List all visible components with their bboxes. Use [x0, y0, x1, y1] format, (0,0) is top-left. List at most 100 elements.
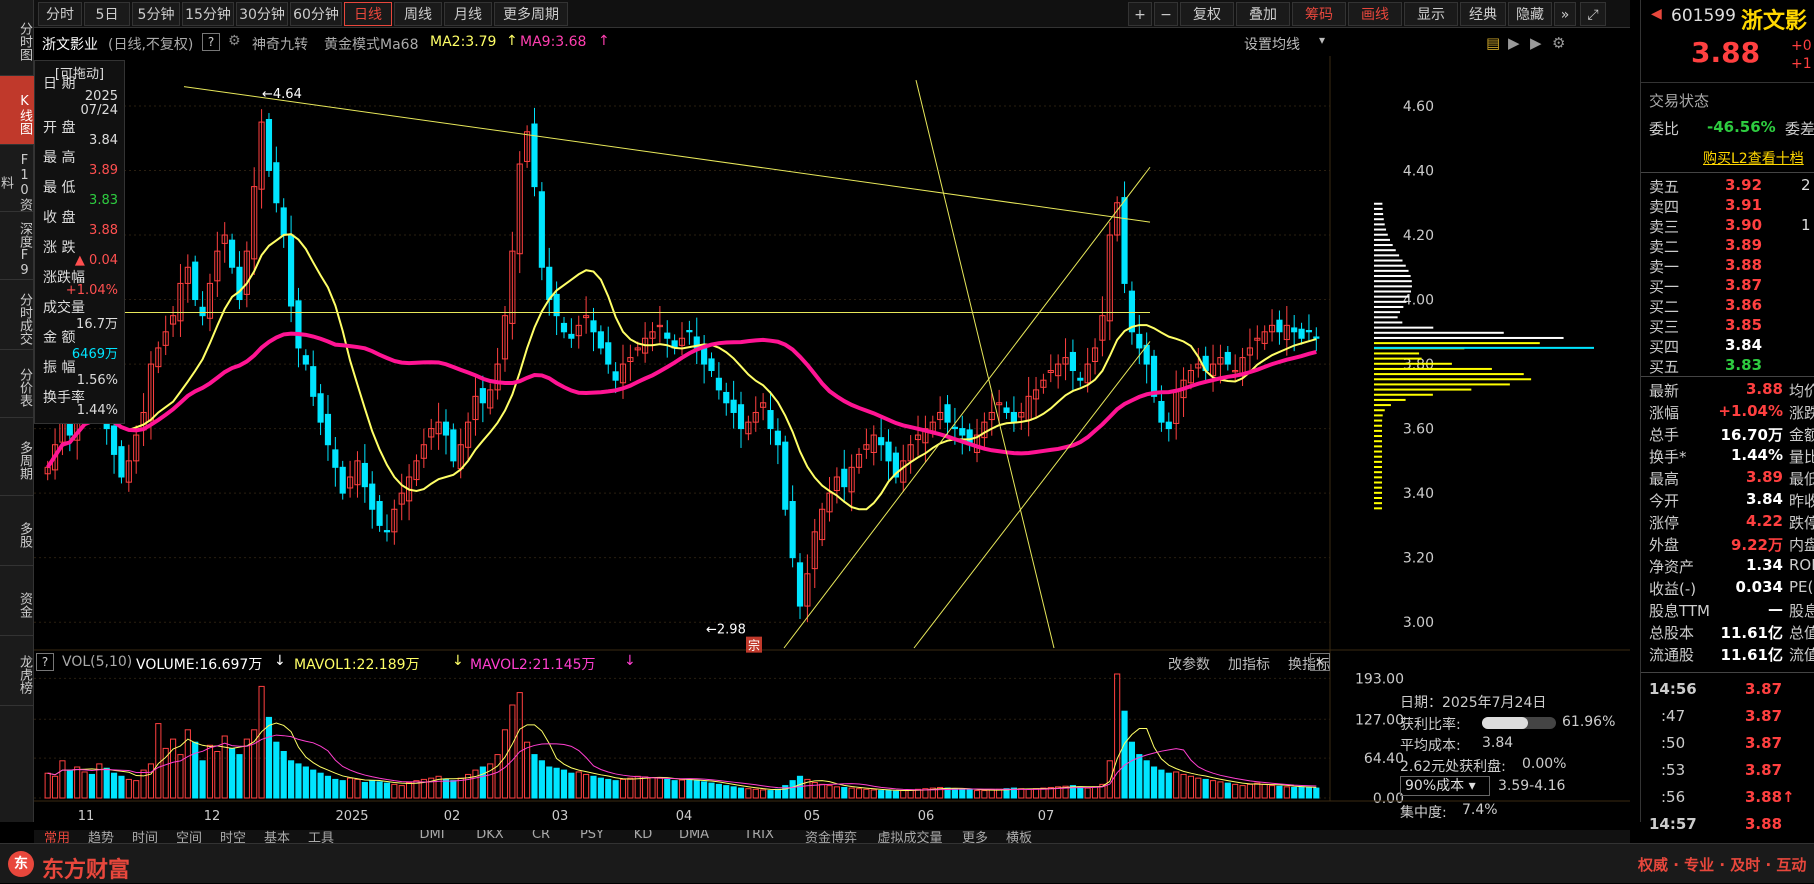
tab-5min[interactable]: 5分钟	[132, 2, 180, 26]
candle-body	[1018, 411, 1025, 418]
overlay-button[interactable]: 叠加	[1236, 2, 1290, 26]
tab-10[interactable]: PSY	[579, 830, 605, 842]
tab-8[interactable]: DKX	[476, 830, 504, 842]
zoom-out-button[interactable]: −	[1154, 2, 1178, 26]
stat-value-10: —	[1768, 600, 1783, 618]
classic-button[interactable]: 经典	[1460, 2, 1506, 26]
draw-button[interactable]: 画线	[1348, 2, 1402, 26]
bars-icon[interactable]: ▤	[1486, 34, 1501, 52]
kline-chart[interactable]: 4.604.404.204.003.803.603.403.203.00193.…	[34, 56, 1630, 826]
stat-label-9: 收益(-)	[1649, 580, 1697, 598]
set-ma-button[interactable]: 设置均线	[1244, 37, 1300, 53]
volume-bar	[553, 767, 560, 799]
settings-icon[interactable]: ⚙	[1552, 34, 1566, 52]
tab-15min[interactable]: 15分钟	[182, 2, 234, 26]
volume-bar	[693, 780, 700, 799]
tab-11[interactable]: KD	[633, 830, 653, 842]
tab-5day[interactable]: 5日	[84, 2, 130, 26]
volume-bar	[516, 692, 523, 799]
support-line-2[interactable]	[913, 341, 1151, 649]
close-icon[interactable]: ✕	[1310, 653, 1330, 671]
l2-link[interactable]: 购买L2查看十档	[1703, 151, 1804, 167]
tab-12[interactable]: DMA	[678, 830, 710, 842]
tab-14[interactable]: 资金博弈	[804, 831, 857, 844]
tab-6[interactable]: 工具	[307, 831, 334, 844]
leftnav-item-8[interactable]: 资金	[0, 566, 34, 636]
chip-bar	[1374, 466, 1382, 469]
sell-vol-0: 2	[1801, 176, 1811, 194]
tab-0[interactable]: 常用	[43, 831, 70, 844]
indicator-nine-turn[interactable]: 神奇九转	[252, 37, 308, 53]
tab-17[interactable]: 横板	[1005, 831, 1032, 844]
tab-weekly[interactable]: 周线	[394, 2, 442, 26]
chip-bar	[1374, 311, 1401, 314]
leftnav-item-9[interactable]: 龙虎榜	[0, 636, 34, 706]
candle-body	[1077, 377, 1084, 381]
tab-more-periods[interactable]: 更多周期	[494, 2, 568, 26]
cost-select[interactable]: 90%成本 ▾	[1400, 776, 1490, 796]
add-indicator-button[interactable]: 加指标	[1228, 657, 1270, 673]
back-icon[interactable]: ◀	[1651, 6, 1662, 22]
tab-intraday[interactable]: 分时	[38, 2, 82, 26]
tab-30min[interactable]: 30分钟	[236, 2, 288, 26]
volume-bar	[1276, 785, 1283, 799]
tab-monthly[interactable]: 月线	[444, 2, 492, 26]
tab-4[interactable]: 时空	[219, 831, 246, 844]
volume-bar	[221, 735, 228, 799]
switch-indicator-button[interactable]: 换指标	[1288, 657, 1330, 673]
adjust-rights-button[interactable]: 复权	[1180, 2, 1234, 26]
chip-button[interactable]: 筹码	[1292, 2, 1346, 26]
trend-line[interactable]	[183, 86, 1151, 223]
more-icon[interactable]: »	[1554, 2, 1576, 26]
support-line-1[interactable]	[783, 166, 1151, 649]
tab-5[interactable]: 基本	[263, 831, 290, 844]
indicator-gold-ma68[interactable]: 黄金模式Ma68	[324, 37, 419, 53]
vol-help-icon[interactable]: ?	[36, 653, 54, 671]
leftnav-item-1[interactable]: K线图	[0, 76, 34, 145]
volume-bar	[1283, 786, 1290, 799]
leftnav-item-3[interactable]: 深度F9	[0, 212, 34, 280]
zoom-in-button[interactable]: +	[1128, 2, 1152, 26]
fall-line[interactable]	[915, 80, 1055, 649]
tab-9[interactable]: CR	[531, 830, 551, 842]
volume-bar	[96, 763, 103, 799]
leftnav-item-4[interactable]: 分时成交	[0, 280, 34, 350]
x-tick: 03	[552, 809, 569, 824]
chip-bar	[1374, 202, 1383, 205]
chip-bar	[1374, 378, 1532, 381]
tab-daily[interactable]: 日线	[344, 2, 392, 26]
dropdown-icon[interactable]: ▾	[1319, 33, 1326, 47]
candle-body	[531, 123, 538, 188]
tab-7[interactable]: DMI	[419, 830, 445, 842]
tab-60min[interactable]: 60分钟	[290, 2, 342, 26]
stat-value-5: 3.84	[1745, 490, 1783, 508]
leftnav-item-5[interactable]: 分价表	[0, 350, 34, 418]
tab-2[interactable]: 时间	[131, 831, 158, 844]
stamp-badge[interactable]	[746, 636, 762, 653]
tab-13[interactable]: TRIX	[744, 830, 774, 842]
change-params-button[interactable]: 改参数	[1168, 657, 1210, 673]
leftnav-item-6[interactable]: 多周期	[0, 418, 34, 496]
tab-1[interactable]: 趋势	[87, 831, 114, 844]
hide-button[interactable]: 隐藏	[1508, 2, 1552, 26]
step-icon[interactable]: ▶	[1530, 34, 1542, 52]
gear-icon[interactable]: ⚙	[228, 33, 241, 49]
help-icon[interactable]: ?	[202, 33, 220, 51]
volume-bar	[103, 767, 110, 799]
expand-icon[interactable]: ⤢	[1580, 2, 1606, 26]
tab-15[interactable]: 虚拟成交量	[877, 831, 943, 844]
leftnav-item-2[interactable]: F10资料	[0, 145, 34, 212]
display-button[interactable]: 显示	[1404, 2, 1458, 26]
profit-value: 61.96%	[1562, 714, 1616, 730]
candle-body	[1276, 319, 1283, 333]
leftnav-item-7[interactable]: 多股	[0, 496, 34, 566]
candle-body	[221, 234, 228, 244]
tab-16[interactable]: 更多	[961, 831, 988, 844]
leftnav-item-0[interactable]: 分时图	[0, 0, 34, 76]
tab-3[interactable]: 空间	[175, 831, 202, 844]
stat-label-4: 最高	[1649, 470, 1680, 488]
sell-price-1: 3.91	[1725, 196, 1763, 214]
info-box[interactable]: [可拖动] 日 期 2025 07/24 开 盘 3.84 最 高 3.89 最 低 3.83 收…	[34, 60, 125, 424]
candle-body	[1195, 363, 1202, 369]
play-icon[interactable]: ▶	[1508, 34, 1520, 52]
